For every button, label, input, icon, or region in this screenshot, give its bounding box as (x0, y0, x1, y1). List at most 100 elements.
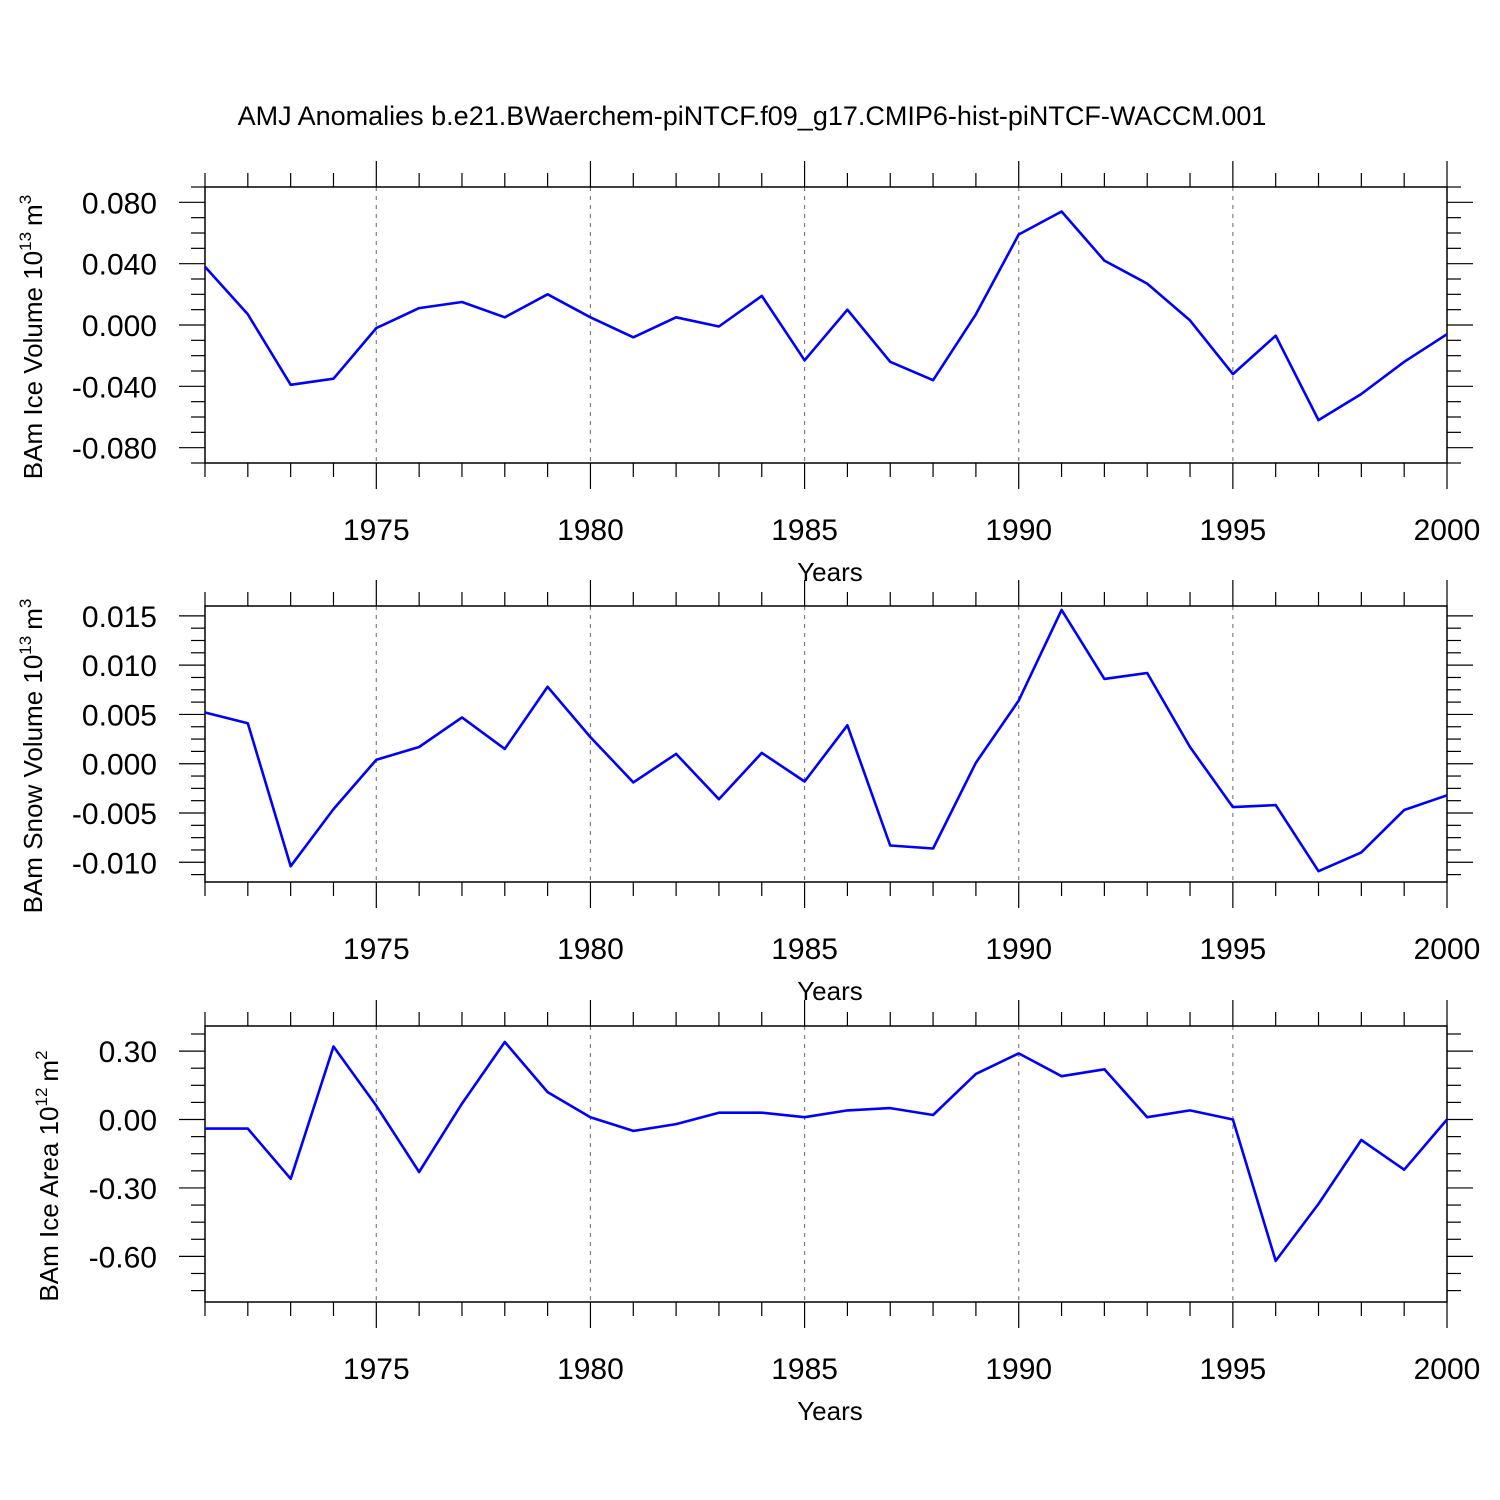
data-point-1979 (546, 1090, 550, 1094)
data-point-1971 (203, 710, 207, 714)
data-point-1976 (417, 1170, 421, 1174)
data-point-2000 (1445, 332, 1449, 336)
x-axis-title: Years (797, 976, 863, 1006)
data-point-1989 (974, 761, 978, 765)
y-tick-label: 0.010 (82, 650, 157, 683)
y-tick-label: -0.010 (72, 847, 157, 880)
data-point-1974 (331, 377, 335, 381)
data-point-1987 (888, 844, 892, 848)
data-point-1971 (203, 265, 207, 269)
y-axis-title: BAm Ice Volume 1013 m3 (16, 195, 48, 479)
chart-panel-1: 1975 1980 1985 1990 1995 2000 Years 0.080 0.040 0… (16, 161, 1480, 587)
y-tick-label: 0.00 (99, 1105, 157, 1138)
data-point-1993 (1145, 1115, 1149, 1119)
data-point-1998 (1359, 1138, 1363, 1142)
y-axis-unit-sym: m (34, 1060, 64, 1082)
data-point-1982 (674, 752, 678, 756)
data-point-1986 (845, 1108, 849, 1112)
y-tick-label: 0.000 (82, 749, 157, 782)
data-point-1989 (974, 1072, 978, 1076)
data-point-2000 (1445, 1118, 1449, 1122)
x-tick-label-1980: 1980 (557, 933, 624, 966)
data-point-1979 (546, 685, 550, 689)
data-point-1981 (631, 335, 635, 339)
series-line (204, 210, 1448, 422)
data-point-1993 (1145, 671, 1149, 675)
series-line (205, 1040, 1448, 1263)
data-point-1983 (717, 797, 721, 801)
data-point-1985 (803, 1115, 807, 1119)
y-axis-title-text: BAm Ice Volume (18, 280, 48, 479)
y-axis-unit-sym: m (18, 204, 48, 226)
data-point-1975 (374, 758, 378, 762)
data-point-1996 (1274, 1259, 1278, 1263)
x-axis-title: Years (797, 557, 863, 587)
x-tick-label-2000: 2000 (1414, 933, 1481, 966)
data-point-1982 (674, 1122, 678, 1126)
y-tick-label: 0.040 (82, 249, 157, 282)
y-axis-unit-base: 10 (18, 655, 48, 684)
data-point-1972 (246, 312, 250, 316)
data-point-1978 (503, 1040, 507, 1044)
panels: 1975 1980 1985 1990 1995 2000 Years 0.080 0.040 0… (16, 161, 1480, 1426)
y-tick-label: 0.005 (82, 699, 157, 732)
data-point-1985 (803, 358, 807, 362)
figure-title: AMJ Anomalies b.e21.BWaerchem-piNTCF.f09… (238, 101, 1267, 131)
y-tick-label: 0.015 (82, 601, 157, 634)
data-point-1977 (460, 1102, 464, 1106)
x-tick-label-1985: 1985 (771, 933, 838, 966)
data-point-1983 (717, 1111, 721, 1115)
y-axis-title-text: BAm Snow Volume (18, 684, 48, 914)
x-tick-label-1995: 1995 (1199, 514, 1266, 547)
data-point-1974 (331, 1045, 335, 1049)
plot-frame (204, 1025, 1448, 1303)
data-point-1997 (1317, 418, 1321, 422)
chart-panel-3: 1975 1980 1985 1990 1995 2000 Years 0.30 0.00 -0.… (32, 1000, 1480, 1426)
data-point-1984 (760, 1111, 764, 1115)
data-point-1997 (1317, 869, 1321, 873)
x-axis-title: Years (797, 1396, 863, 1426)
data-point-1979 (546, 292, 550, 296)
data-point-1976 (417, 306, 421, 310)
y-axis-unit-sym-exp: 2 (32, 1050, 51, 1059)
data-point-1990 (1017, 1051, 1021, 1055)
y-axis-title: BAm Snow Volume 1013 m3 (16, 599, 48, 914)
data-point-1994 (1188, 1108, 1192, 1112)
data-point-1997 (1317, 1202, 1321, 1206)
y-tick-label: 0.30 (99, 1036, 157, 1069)
data-point-1984 (760, 294, 764, 298)
y-tick-label: -0.080 (72, 433, 157, 466)
x-tick-label-1990: 1990 (985, 1353, 1052, 1386)
data-point-1977 (460, 715, 464, 719)
data-point-1998 (1359, 392, 1363, 396)
data-point-1974 (331, 807, 335, 811)
data-point-1976 (417, 745, 421, 749)
data-point-1977 (460, 300, 464, 304)
data-point-1987 (888, 1106, 892, 1110)
y-axis-title-text: BAm Ice Area (34, 1135, 64, 1301)
data-point-1973 (289, 864, 293, 868)
data-point-1992 (1102, 1067, 1106, 1071)
data-point-1999 (1402, 360, 1406, 364)
data-point-1981 (631, 780, 635, 784)
series-line (204, 608, 1448, 873)
data-point-1986 (845, 308, 849, 312)
data-point-1991 (1060, 608, 1064, 612)
y-tick-label: -0.30 (89, 1173, 157, 1206)
data-point-1996 (1274, 334, 1278, 338)
x-tick-label-1980: 1980 (557, 514, 624, 547)
data-point-1972 (246, 721, 250, 725)
data-point-1971 (203, 1127, 207, 1131)
x-tick-label-1995: 1995 (1199, 933, 1266, 966)
plot-frame (204, 186, 1448, 464)
data-point-1981 (631, 1129, 635, 1133)
data-point-1995 (1231, 372, 1235, 376)
data-point-1984 (760, 751, 764, 755)
data-point-1980 (588, 315, 592, 319)
data-point-1992 (1102, 677, 1106, 681)
x-tick-label-2000: 2000 (1414, 1353, 1481, 1386)
data-point-1994 (1188, 318, 1192, 322)
x-tick-label-1975: 1975 (343, 933, 410, 966)
data-point-1975 (374, 326, 378, 330)
